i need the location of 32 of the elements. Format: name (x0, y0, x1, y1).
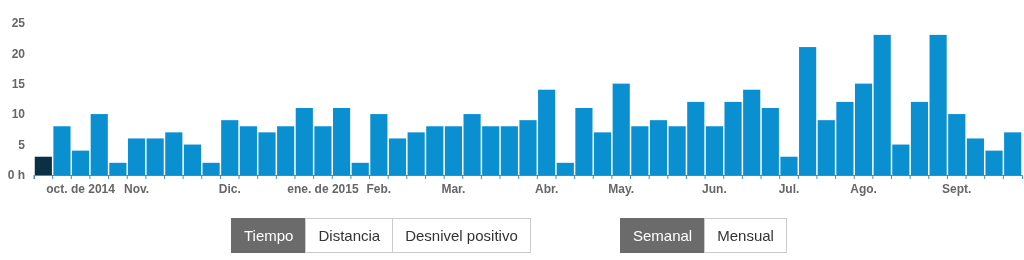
x-tick-label: Mar. (441, 181, 466, 196)
x-tick-label: oct. de 2014 (46, 181, 116, 196)
y-tick-label: 25 (11, 16, 26, 31)
x-tick-label: Jul. (778, 181, 800, 196)
toggle-button[interactable]: Distancia (305, 218, 394, 253)
y-tick-label: 0 h (7, 168, 25, 183)
toggle-button[interactable]: Semanal (620, 218, 706, 253)
y-tick-label: 5 (18, 137, 26, 152)
y-tick-label: 15 (11, 76, 26, 91)
x-tick-label: Sept. (942, 181, 972, 196)
bar (854, 83, 873, 175)
bar (910, 101, 929, 175)
x-tick-label: Abr. (534, 181, 559, 196)
y-tick-label: 20 (11, 46, 26, 61)
bar (183, 144, 202, 175)
x-tick-label: ene. de 2015 (287, 181, 359, 196)
bar (388, 138, 407, 175)
bar (444, 126, 463, 175)
toggle-button[interactable]: Tiempo (231, 218, 307, 253)
bar (127, 138, 146, 175)
bar (34, 156, 52, 175)
bar (593, 132, 612, 175)
y-tick-label: 10 (11, 107, 26, 122)
bar (649, 120, 668, 175)
toggle-button[interactable]: Desnivel positivo (392, 218, 531, 253)
x-tick-label: Ago. (850, 181, 877, 196)
x-tick-label: Nov. (123, 181, 150, 196)
x-tick-label: Dic. (218, 181, 241, 196)
toggle-button[interactable]: Mensual (704, 218, 787, 253)
x-tick-label: Jun. (702, 181, 727, 196)
x-tick-label: Feb. (366, 181, 392, 196)
x-tick-label: May. (608, 181, 635, 196)
